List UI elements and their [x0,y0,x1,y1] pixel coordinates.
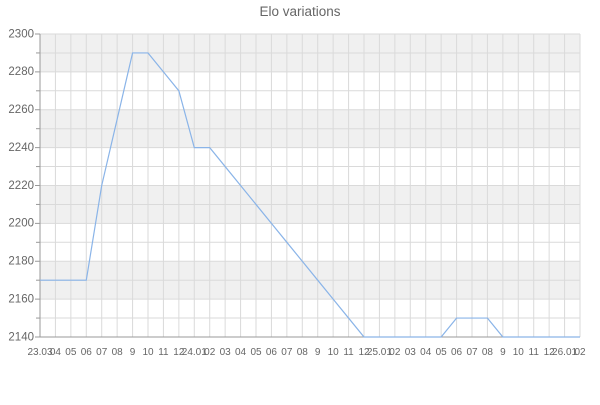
svg-text:2160: 2160 [8,293,34,305]
svg-text:08: 08 [297,347,309,358]
svg-text:11: 11 [529,347,540,358]
svg-text:06: 06 [81,347,93,358]
svg-text:02: 02 [204,347,216,358]
svg-text:10: 10 [142,347,154,358]
svg-text:9: 9 [315,347,321,358]
svg-text:11: 11 [158,347,169,358]
svg-text:05: 05 [250,347,262,358]
svg-text:2280: 2280 [8,66,34,78]
svg-text:03: 03 [405,347,417,358]
svg-text:02: 02 [574,347,586,358]
svg-text:03: 03 [220,347,232,358]
svg-text:02: 02 [389,347,401,358]
svg-text:10: 10 [328,347,340,358]
svg-text:2220: 2220 [8,180,34,192]
svg-text:06: 06 [266,347,278,358]
svg-text:2240: 2240 [8,142,34,154]
svg-text:2300: 2300 [8,28,34,40]
svg-text:07: 07 [96,347,108,358]
svg-text:2180: 2180 [8,256,34,268]
svg-text:07: 07 [281,347,293,358]
svg-text:06: 06 [451,347,463,358]
svg-text:11: 11 [343,347,354,358]
svg-text:05: 05 [65,347,77,358]
svg-text:04: 04 [420,347,432,358]
svg-text:9: 9 [130,347,136,358]
svg-text:08: 08 [112,347,124,358]
svg-text:10: 10 [513,347,525,358]
svg-text:2200: 2200 [8,218,34,230]
svg-text:07: 07 [466,347,478,358]
svg-text:04: 04 [50,347,62,358]
svg-text:9: 9 [500,347,506,358]
svg-text:2140: 2140 [8,331,34,343]
svg-text:Elo variations: Elo variations [259,4,340,19]
svg-text:08: 08 [482,347,494,358]
svg-text:05: 05 [436,347,448,358]
svg-text:04: 04 [235,347,247,358]
svg-text:2260: 2260 [8,104,34,116]
